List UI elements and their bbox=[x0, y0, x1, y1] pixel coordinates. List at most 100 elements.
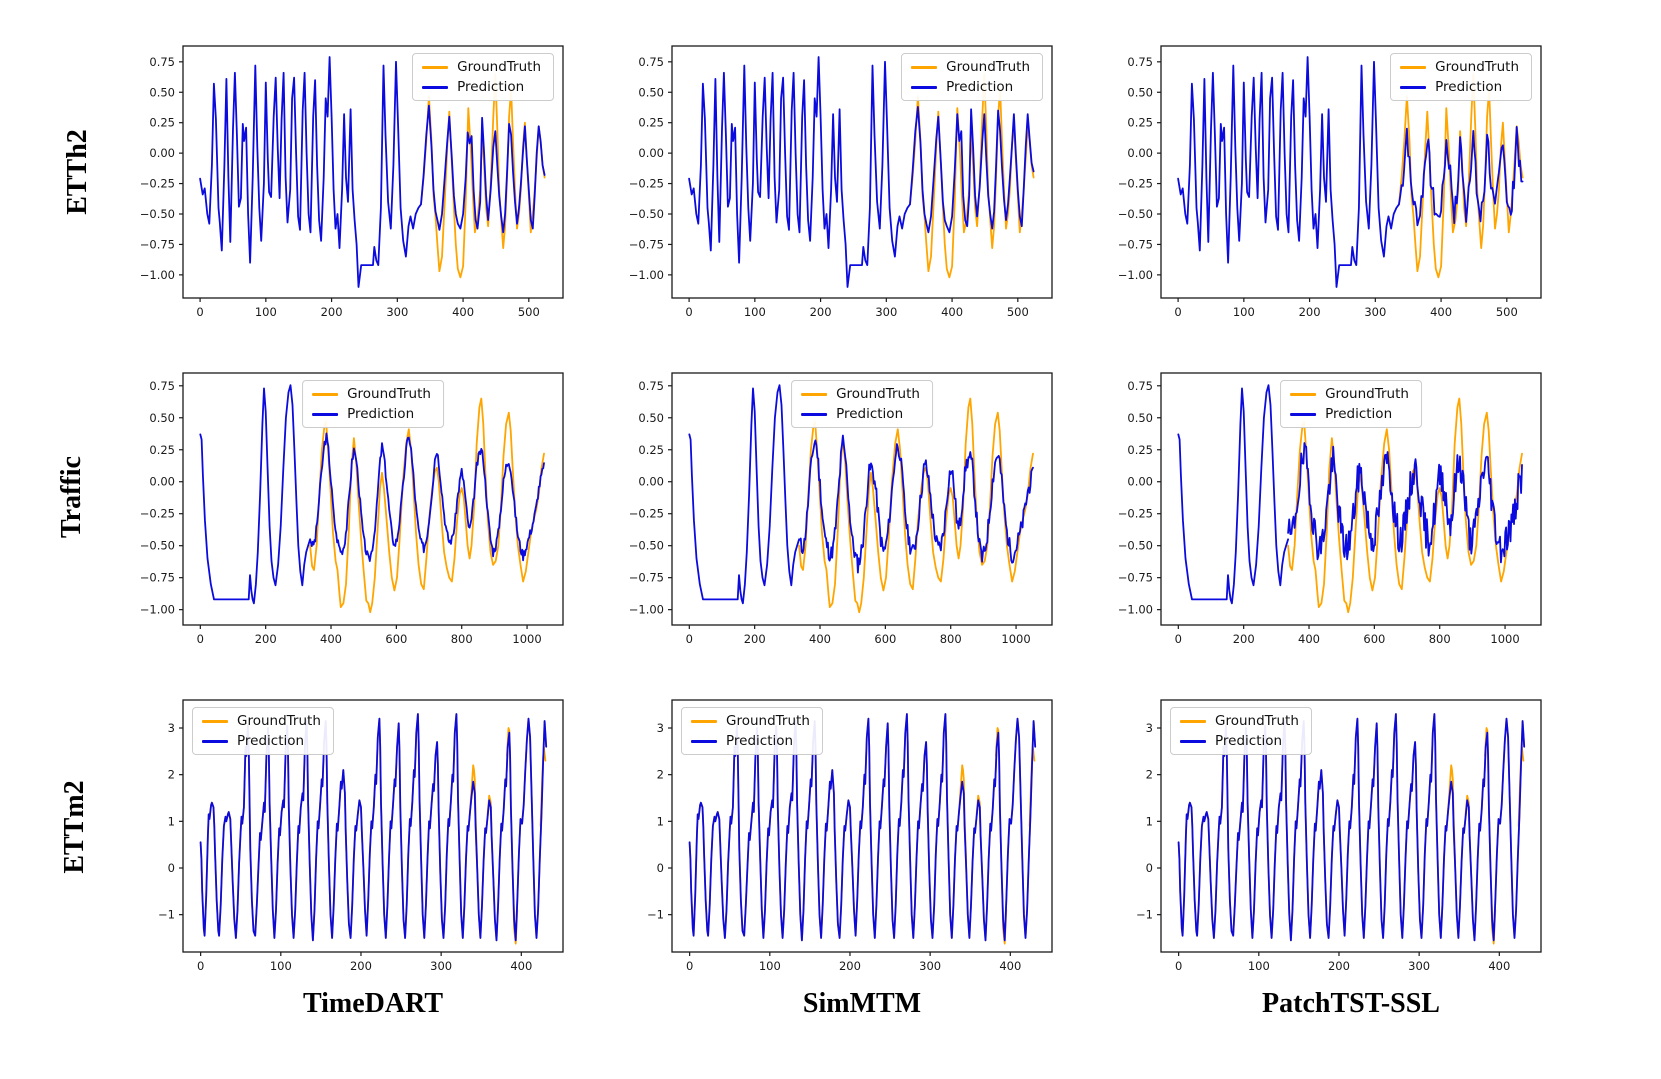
x-tick-label: 400 bbox=[510, 959, 532, 973]
y-tick-label: 1 bbox=[168, 814, 175, 828]
y-tick-label: 0.50 bbox=[1127, 85, 1153, 99]
y-tick-label: 0.00 bbox=[1127, 475, 1153, 489]
y-tick-label: 0.75 bbox=[638, 379, 664, 393]
x-tick-label: 300 bbox=[430, 959, 452, 973]
x-tick-label: 800 bbox=[940, 632, 962, 646]
x-tick-label: 0 bbox=[685, 305, 692, 319]
y-tick-label: −0.75 bbox=[629, 237, 664, 251]
x-tick-label: 0 bbox=[197, 632, 204, 646]
plot-panel-ettm2-patchtst: 0 100 200 300 400 3 2 1 0 −1 GroundTruth Prediction bbox=[1093, 690, 1555, 990]
y-tick-label: −1 bbox=[158, 908, 175, 922]
plot-panel-etth2-simmtm: 0 100 200 300 400 500 0.75 0.50 0.25 0.00 −0.25 −0.… bbox=[604, 36, 1066, 336]
x-tick-label: 0 bbox=[686, 959, 693, 973]
y-tick-label: 0.00 bbox=[149, 146, 175, 160]
x-tick-label: 400 bbox=[809, 632, 831, 646]
series-line-prediction bbox=[1177, 56, 1524, 288]
y-tick-label: 0.50 bbox=[149, 411, 175, 425]
x-tick-label: 100 bbox=[255, 305, 277, 319]
x-tick-label: 600 bbox=[385, 632, 407, 646]
y-tick-label: 1 bbox=[1146, 814, 1153, 828]
x-tick-label: 100 bbox=[270, 959, 292, 973]
y-tick-label: −0.50 bbox=[629, 539, 664, 553]
y-tick-label: −0.25 bbox=[140, 177, 175, 191]
y-tick-label: 0.00 bbox=[149, 475, 175, 489]
axes-frame bbox=[182, 372, 564, 626]
x-tick-label: 300 bbox=[1408, 959, 1430, 973]
x-tick-label: 400 bbox=[999, 959, 1021, 973]
x-tick-label: 600 bbox=[874, 632, 896, 646]
axes-frame bbox=[1160, 372, 1542, 626]
x-tick-label: 500 bbox=[1496, 305, 1518, 319]
series-line-groundtruth bbox=[798, 397, 1034, 614]
y-tick-label: 0.00 bbox=[638, 146, 664, 160]
chart-canvas: 0 100 200 300 400 500 0.75 0.50 0.25 0.00 −0.25 −0.… bbox=[140, 45, 564, 319]
x-tick-label: 300 bbox=[875, 305, 897, 319]
x-tick-label: 800 bbox=[1429, 632, 1451, 646]
x-tick-label: 200 bbox=[1233, 632, 1255, 646]
y-tick-label: −0.75 bbox=[1118, 571, 1153, 585]
y-tick-label: −0.50 bbox=[1118, 207, 1153, 221]
x-tick-label: 100 bbox=[1248, 959, 1270, 973]
axes-frame bbox=[671, 699, 1053, 953]
x-tick-label: 400 bbox=[1430, 305, 1452, 319]
col-label-timedart: TimeDART bbox=[302, 988, 444, 1019]
x-tick-label: 800 bbox=[451, 632, 473, 646]
y-tick-label: −1.00 bbox=[629, 268, 664, 282]
y-tick-label: 0.25 bbox=[638, 116, 664, 130]
x-tick-label: 0 bbox=[196, 305, 203, 319]
y-tick-label: 0.75 bbox=[149, 55, 175, 69]
series-line-prediction bbox=[199, 713, 548, 942]
y-tick-label: 0 bbox=[168, 861, 175, 875]
y-tick-label: 2 bbox=[168, 768, 175, 782]
y-tick-label: 3 bbox=[657, 721, 664, 735]
x-tick-label: 0 bbox=[686, 632, 693, 646]
series-line-groundtruth bbox=[1287, 397, 1523, 614]
y-tick-label: −0.75 bbox=[140, 237, 175, 251]
y-tick-label: 0.50 bbox=[638, 85, 664, 99]
y-tick-label: 0.50 bbox=[149, 85, 175, 99]
y-tick-label: 0.75 bbox=[1127, 55, 1153, 69]
col-label-patchtst-ssl: PatchTST-SSL bbox=[1262, 988, 1440, 1019]
x-tick-label: 100 bbox=[1233, 305, 1255, 319]
x-tick-label: 500 bbox=[518, 305, 540, 319]
series-line-groundtruth bbox=[909, 73, 1035, 279]
chart-canvas: 0 100 200 300 400 3 2 1 0 −1 bbox=[1136, 699, 1542, 973]
y-tick-label: −0.75 bbox=[1118, 237, 1153, 251]
y-tick-label: 2 bbox=[1146, 768, 1153, 782]
y-tick-label: −0.50 bbox=[140, 539, 175, 553]
y-tick-label: −1.00 bbox=[140, 603, 175, 617]
series-line-prediction bbox=[1177, 384, 1523, 605]
plot-panel-ettm2-timedart: 0 100 200 300 400 3 2 1 0 −1 GroundTruth Prediction bbox=[115, 690, 577, 990]
axes-frame bbox=[671, 372, 1053, 626]
x-tick-label: 100 bbox=[744, 305, 766, 319]
x-tick-label: 200 bbox=[350, 959, 372, 973]
row-label-etth2: ETTh2 bbox=[62, 129, 93, 215]
x-tick-label: 300 bbox=[1364, 305, 1386, 319]
y-tick-label: 0 bbox=[1146, 861, 1153, 875]
plot-panel-traffic-simmtm: 0 200 400 600 800 1000 0.75 0.50 0.25 0.00 −0.25 −0… bbox=[604, 363, 1066, 663]
x-tick-label: 0 bbox=[1175, 959, 1182, 973]
chart-canvas: 0 100 200 300 400 3 2 1 0 −1 bbox=[647, 699, 1053, 973]
chart-canvas: 0 200 400 600 800 1000 0.75 0.50 0.25 0.00 −0.25 −0… bbox=[629, 372, 1053, 646]
y-tick-label: 0.75 bbox=[1127, 379, 1153, 393]
y-tick-label: 0.25 bbox=[638, 443, 664, 457]
y-tick-label: 0.00 bbox=[638, 475, 664, 489]
x-tick-label: 200 bbox=[839, 959, 861, 973]
y-tick-label: −1.00 bbox=[140, 268, 175, 282]
x-tick-label: 400 bbox=[320, 632, 342, 646]
plot-panel-etth2-patchtst: 0 100 200 300 400 500 0.75 0.50 0.25 0.00 −0.25 −0.… bbox=[1093, 36, 1555, 336]
x-tick-label: 600 bbox=[1363, 632, 1385, 646]
chart-canvas: 0 100 200 300 400 500 0.75 0.50 0.25 0.00 −0.25 −0.… bbox=[1118, 45, 1542, 319]
row-label-ettm2: ETTm2 bbox=[59, 780, 90, 874]
y-tick-label: 0.50 bbox=[1127, 411, 1153, 425]
x-tick-label: 300 bbox=[386, 305, 408, 319]
x-tick-label: 400 bbox=[941, 305, 963, 319]
y-tick-label: −0.50 bbox=[629, 207, 664, 221]
axes-frame bbox=[182, 699, 564, 953]
series-line-groundtruth bbox=[309, 397, 545, 614]
x-tick-label: 200 bbox=[255, 632, 277, 646]
y-tick-label: −0.75 bbox=[140, 571, 175, 585]
y-tick-label: −0.25 bbox=[1118, 507, 1153, 521]
series-line-prediction bbox=[1177, 713, 1526, 942]
